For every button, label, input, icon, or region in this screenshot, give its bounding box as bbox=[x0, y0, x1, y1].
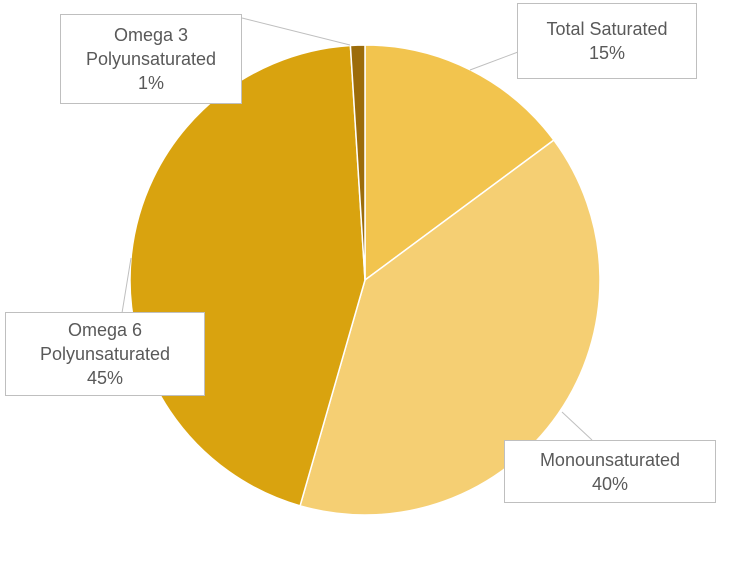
leader-line-total-saturated bbox=[469, 51, 519, 71]
label-text: Monounsaturated bbox=[539, 449, 681, 470]
pie-slice-omega-3-polyunsaturated bbox=[349, 44, 366, 281]
label-value: 40% bbox=[591, 473, 629, 494]
label-text: Omega 6 bbox=[67, 320, 143, 340]
pie-slice-monounsaturated bbox=[299, 139, 601, 516]
leader-line-omega3 bbox=[241, 17, 351, 46]
leader-line-omega6 bbox=[121, 257, 132, 314]
data-label-omega6: Omega 6 Polyunsaturated 45% bbox=[5, 312, 205, 396]
label-text: Omega 3 bbox=[113, 25, 189, 45]
label-text: Total Saturated bbox=[546, 19, 668, 39]
label-value: 45% bbox=[86, 368, 124, 388]
label-text: Polyunsaturated bbox=[85, 49, 217, 69]
data-label-monounsaturated: Monounsaturated 40% bbox=[504, 440, 716, 503]
data-label-total-saturated: Total Saturated 15% bbox=[517, 3, 697, 79]
data-label-omega3: Omega 3 Polyunsaturated 1% bbox=[60, 14, 242, 104]
label-value: 1% bbox=[137, 73, 164, 93]
leader-line-monounsaturated bbox=[561, 411, 593, 441]
label-value: 15% bbox=[588, 43, 626, 63]
label-text: Polyunsaturated bbox=[39, 344, 171, 364]
leader-lines bbox=[121, 17, 593, 441]
